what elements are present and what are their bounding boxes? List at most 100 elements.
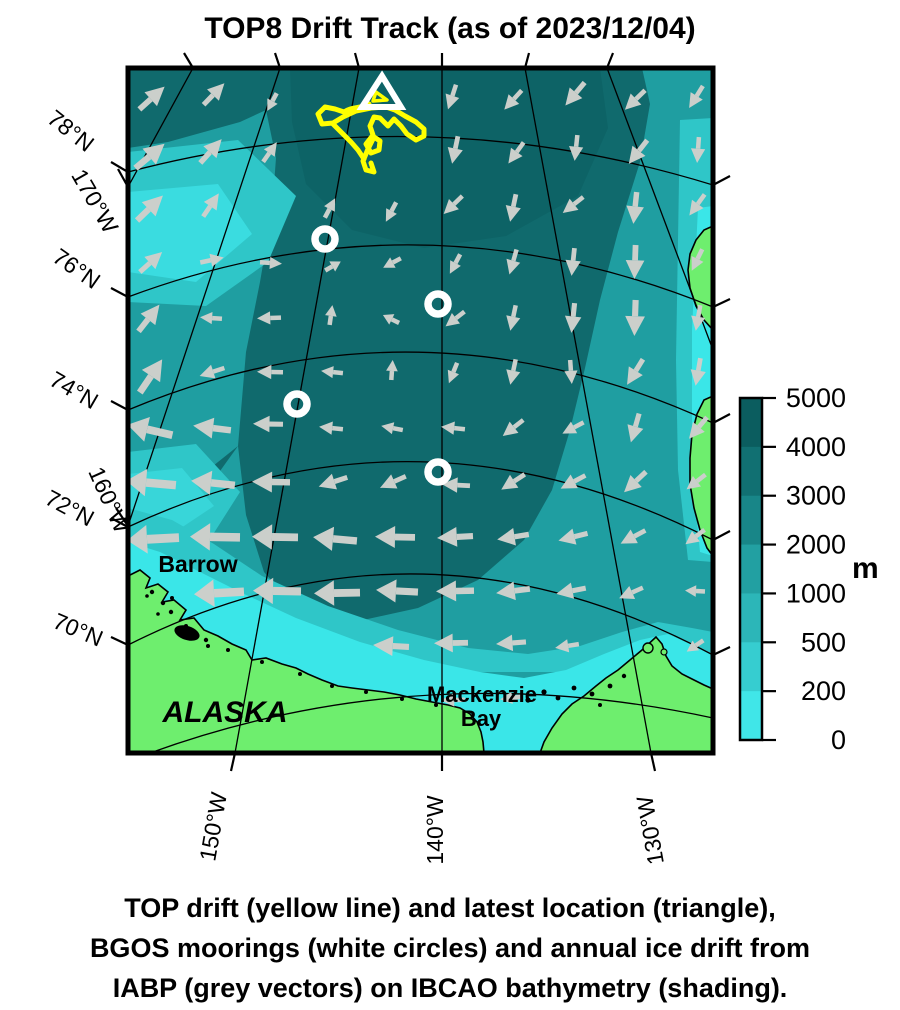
- ice-drift-vector: [689, 415, 709, 439]
- graticule-layer: [128, 68, 713, 753]
- parallel-68N: [149, 692, 713, 753]
- colorbar-tick-label: 3000: [786, 481, 846, 511]
- mooring-marker: [283, 390, 311, 418]
- colorbar-segment: [740, 495, 762, 546]
- caption-line-2: BGOS moorings (white circles) and annual…: [89, 933, 811, 963]
- ice-drift-vector: [562, 195, 585, 214]
- edge-tick: [117, 168, 129, 188]
- ice-drift-vector: [686, 472, 707, 490]
- ice-drift-vector: [625, 244, 645, 279]
- ice-drift-vector: [261, 142, 277, 164]
- ice-drift-vector: [691, 304, 706, 331]
- graticule-label: 74°N: [45, 366, 103, 414]
- ice-drift-vector: [436, 580, 475, 602]
- ice-drift-vector: [691, 248, 705, 271]
- edge-tick: [110, 287, 129, 298]
- graticule-label: 72°N: [41, 484, 99, 531]
- ice-drift-vector: [497, 528, 530, 546]
- edge-tick: [523, 52, 531, 69]
- graticule-label: 130°W: [631, 794, 669, 867]
- ice-drift-vector: [449, 253, 463, 274]
- graticule-label: 78°N: [43, 105, 100, 157]
- ice-drift-vector: [128, 416, 174, 442]
- ice-drift-vector: [319, 421, 344, 435]
- ice-drift-vector: [381, 422, 404, 435]
- colorbar-segment: [740, 544, 762, 594]
- map-frame: [125, 65, 716, 756]
- edge-tick: [712, 646, 731, 656]
- colorbar-frame: [738, 396, 764, 742]
- ice-drift-vector: [619, 585, 644, 600]
- edge-tick: [110, 517, 129, 528]
- ice-drift-vector: [506, 304, 521, 331]
- ice-drift-vector: [200, 312, 223, 325]
- ice-drift-vector: [441, 693, 466, 707]
- page-title: TOP8 Drift Track (as of 2023/12/04): [204, 12, 696, 45]
- colorbar-unit: m: [852, 552, 879, 585]
- ice-drift-vector: [562, 420, 585, 434]
- ice-drift-vector: [193, 417, 232, 439]
- ice-drift-vector: [259, 256, 282, 269]
- graticule-ticks: [110, 52, 731, 772]
- ice-drift-vector: [620, 528, 647, 544]
- ice-drift-vector: [194, 579, 245, 607]
- ice-drift-vector: [257, 364, 284, 380]
- ice-drift-vector: [128, 468, 177, 497]
- ice-drift-vector: [685, 527, 706, 545]
- colorbar-segment: [740, 398, 762, 448]
- edge-tick: [353, 52, 361, 69]
- graticule-label: 76°N: [48, 243, 105, 294]
- ice-drift-vector: [253, 577, 302, 605]
- edge-tick: [183, 52, 194, 69]
- ice-drift-vector: [564, 302, 582, 333]
- colorbar-tick-label: 2000: [786, 530, 846, 560]
- lakes-and-speckles: [145, 589, 627, 707]
- ice-drift-vector: [556, 582, 587, 599]
- ice-drift-vector: [253, 415, 284, 433]
- mooring-marker: [424, 290, 452, 318]
- ice-drift-vector: [627, 412, 644, 443]
- mooring-marker: [311, 225, 339, 253]
- colorbar-segment: [740, 593, 762, 643]
- place-label: Mackenzie: [427, 682, 537, 707]
- ice-drift-vector: [437, 527, 474, 547]
- ice-drift-vector: [445, 83, 460, 110]
- ice-drift-vector: [383, 256, 402, 268]
- ice-drift-vector: [627, 357, 646, 385]
- edge-tick: [712, 298, 731, 308]
- colorbar-tick-label: 0: [831, 725, 846, 755]
- ice-drift-vector: [324, 261, 341, 273]
- meridian-130W: [524, 68, 652, 753]
- bathymetry-layer: [128, 68, 713, 753]
- ice-drift-vector: [198, 139, 222, 165]
- ice-drift-vector: [321, 366, 344, 379]
- ice-drift-vector: [134, 195, 163, 223]
- colorbar-tick-label: 4000: [786, 432, 846, 462]
- ice-drift-vector: [690, 136, 706, 163]
- ice-drift-vector: [128, 525, 180, 554]
- colorbar-tick-label: 500: [801, 627, 846, 657]
- ice-drift-vector: [313, 526, 358, 551]
- drift-track: [330, 121, 367, 162]
- ice-drift-vector: [252, 524, 299, 550]
- ice-drift-vector: [382, 314, 401, 325]
- drift-track: [371, 90, 389, 103]
- ice-drift-vector: [560, 473, 587, 489]
- ice-drift-vector: [386, 360, 398, 381]
- graticule-label: 150°W: [194, 790, 232, 863]
- ice-drift-vector: [199, 253, 224, 267]
- ice-drift-vector: [569, 134, 584, 161]
- edge-tick: [605, 52, 615, 69]
- ice-drift-vector: [137, 86, 165, 112]
- place-label: Barrow: [158, 551, 237, 577]
- colorbar-tick-label: 1000: [786, 578, 846, 608]
- ice-drift-vector: [434, 633, 469, 653]
- ice-drift-vector: [506, 248, 521, 275]
- ice-drift-vector: [325, 305, 337, 326]
- ice-drift-vector: [508, 141, 526, 164]
- ice-drift-vector: [558, 528, 589, 545]
- edge-tick: [712, 413, 731, 424]
- ice-drift-vector: [322, 198, 336, 219]
